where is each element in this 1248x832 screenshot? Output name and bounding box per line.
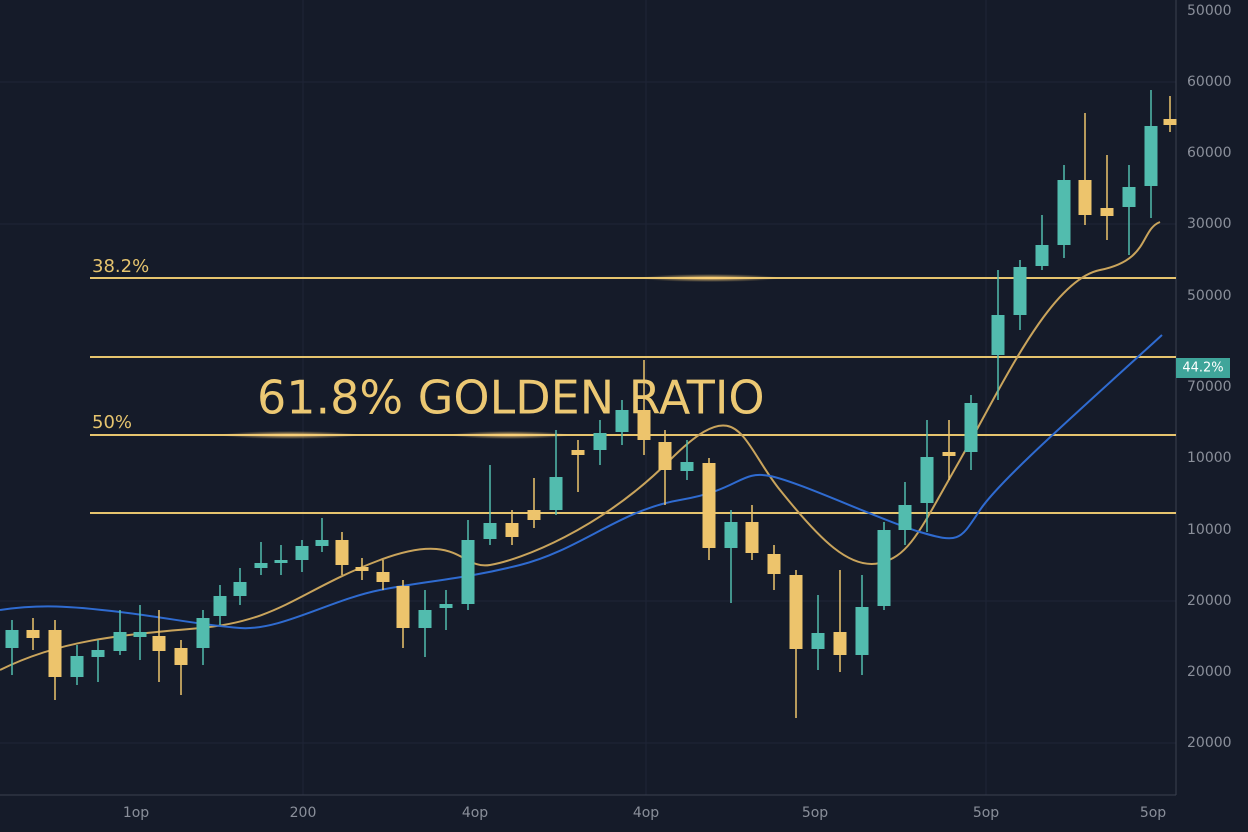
candle-body (254, 563, 268, 568)
candle-body (439, 604, 453, 608)
candle-body (658, 442, 672, 470)
price-label: 70000 (1187, 379, 1232, 395)
candle-body (680, 462, 694, 471)
time-axis: 1op 200 4op 4op 5op 5op 5op (123, 805, 1166, 821)
candle-body (113, 632, 127, 651)
time-label: 5op (973, 805, 999, 821)
candle-body (133, 632, 147, 637)
candle-body (213, 596, 227, 616)
candle-body (637, 410, 651, 440)
price-label: 10000 (1187, 522, 1232, 538)
candle-body (315, 540, 329, 546)
glow (640, 274, 780, 282)
candle-body (593, 433, 607, 450)
candle-body (1163, 119, 1177, 125)
candle-body (335, 540, 349, 565)
candle-body (855, 607, 869, 655)
candle-body (355, 567, 369, 571)
price-label: 10000 (1187, 450, 1232, 466)
fib-label: 38.2% (92, 256, 149, 277)
price-label: 60000 (1187, 74, 1232, 90)
price-label: 20000 (1187, 735, 1232, 751)
candle-body (767, 554, 781, 574)
candle-body (274, 560, 288, 563)
candle-body (991, 315, 1005, 355)
candle-body (964, 403, 978, 452)
ma-fast (0, 221, 1161, 671)
time-label: 5op (1140, 805, 1166, 821)
candle-body (571, 450, 585, 455)
candle-body (811, 633, 825, 649)
fib-label: 50% (92, 412, 132, 433)
candle-body (152, 636, 166, 651)
candle-body (920, 457, 934, 503)
candle-body (295, 546, 309, 560)
candle-body (48, 630, 62, 677)
candle-body (174, 648, 188, 665)
candle-body (233, 582, 247, 596)
time-label: 1op (123, 805, 149, 821)
candle-body (418, 610, 432, 628)
candle-body (376, 572, 390, 582)
fib-lines (90, 277, 1176, 514)
time-label: 4op (462, 805, 488, 821)
candle-body (724, 522, 738, 548)
candle-body (527, 510, 541, 520)
time-label: 200 (290, 805, 317, 821)
candle-body (877, 530, 891, 606)
candle-body (702, 463, 716, 548)
candle-body (91, 650, 105, 657)
price-label: 30000 (1187, 216, 1232, 232)
candle-body (549, 477, 563, 510)
candle-body (396, 586, 410, 628)
candle-body (1144, 126, 1158, 186)
candle-body (461, 540, 475, 604)
price-label: 50000 (1187, 288, 1232, 304)
candle-body (505, 523, 519, 537)
annotation: 61.8% GOLDEN RATIO (257, 371, 765, 425)
time-label: 5op (802, 805, 828, 821)
price-label: 20000 (1187, 593, 1232, 609)
candles (5, 90, 1177, 718)
candle-body (1122, 187, 1136, 207)
candle-body (70, 656, 84, 677)
price-axis: 50000 60000 60000 30000 50000 70000 10000 10000… (1187, 3, 1232, 751)
candle-body (483, 523, 497, 539)
candle-body (26, 630, 40, 638)
price-label: 50000 (1187, 3, 1232, 19)
candle-body (745, 522, 759, 553)
candle-body (1057, 180, 1071, 245)
price-tag (1176, 358, 1230, 378)
candle-body (1013, 267, 1027, 315)
candle-body (898, 505, 912, 530)
price-tag-label: 44.2% (1182, 361, 1223, 376)
candle-body (1100, 208, 1114, 216)
candle-body (1078, 180, 1092, 215)
glow (450, 431, 570, 439)
price-label: 20000 (1187, 664, 1232, 680)
grid (0, 0, 1176, 795)
candle-body (615, 410, 629, 432)
candle-body (833, 632, 847, 655)
glow (220, 431, 360, 439)
candle-body (1035, 245, 1049, 266)
price-label: 60000 (1187, 145, 1232, 161)
candle-body (5, 630, 19, 648)
time-label: 4op (633, 805, 659, 821)
candle-body (196, 618, 210, 648)
candle-body (942, 452, 956, 456)
candle-body (789, 575, 803, 649)
